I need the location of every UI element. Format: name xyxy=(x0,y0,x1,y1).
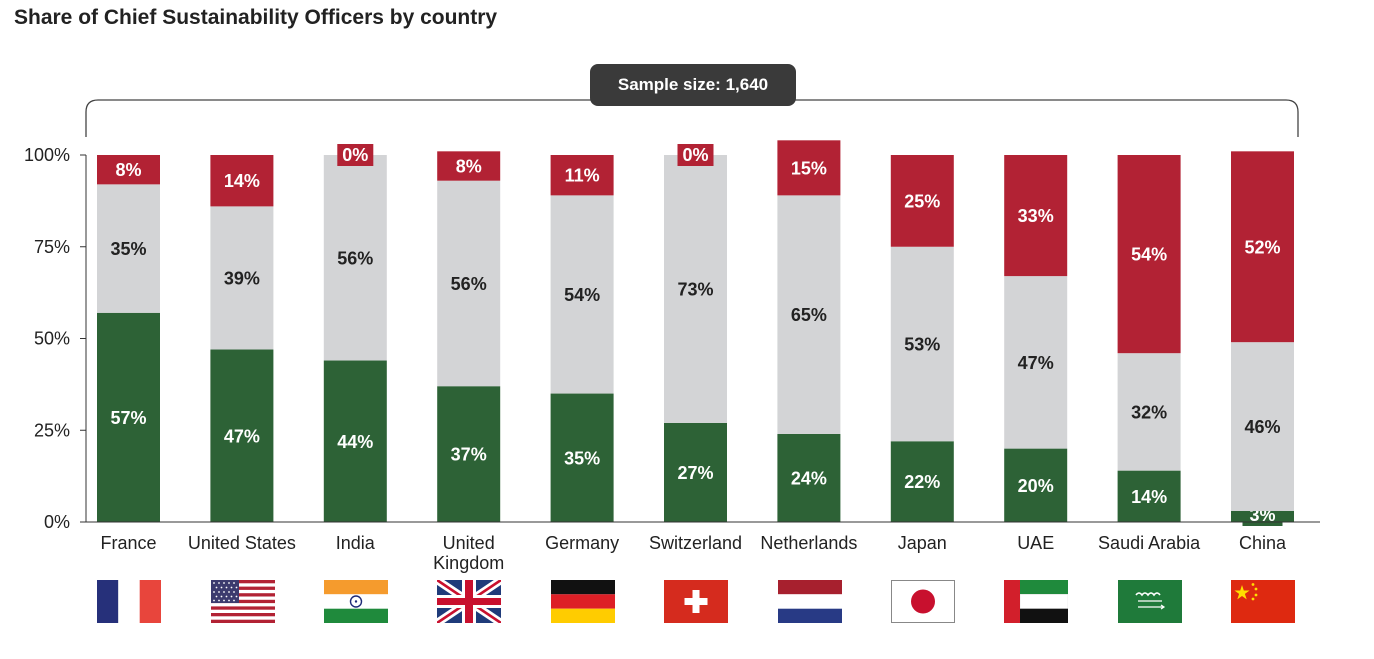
united-kingdom-gray-label: 56% xyxy=(451,274,487,294)
category-label-uae: UAE xyxy=(1017,533,1054,553)
y-tick-label: 75% xyxy=(34,237,70,257)
category-label-france: France xyxy=(100,533,156,553)
united-kingdom-green-segment xyxy=(437,386,501,522)
india-flag-icon xyxy=(324,580,388,623)
france-red-segment xyxy=(97,155,160,185)
germany-green-segment xyxy=(550,393,614,522)
netherlands-red-segment xyxy=(777,140,841,196)
category-label-netherlands: Netherlands xyxy=(760,533,857,553)
japan-flag-icon xyxy=(891,580,955,623)
india-green-segment xyxy=(323,360,387,522)
japan-red-segment xyxy=(890,155,954,247)
category-label-india: India xyxy=(336,533,376,553)
category-label-united-states: United States xyxy=(188,533,296,553)
uae-red-segment xyxy=(1004,155,1068,277)
switzerland-gray-segment xyxy=(664,155,727,423)
uae-green-label: 20% xyxy=(1018,476,1054,496)
saudi-arabia-green-label: 14% xyxy=(1131,487,1167,507)
switzerland-red-label: 0% xyxy=(682,145,708,165)
saudi-arabia-red-segment xyxy=(1117,155,1181,354)
united-states-green-label: 47% xyxy=(224,426,260,446)
china-red-segment xyxy=(1231,151,1294,343)
uae-gray-label: 47% xyxy=(1018,353,1054,373)
japan-gray-segment xyxy=(890,246,954,442)
france-flag-icon xyxy=(97,580,161,623)
saudi-arabia-gray-label: 32% xyxy=(1131,402,1167,422)
category-label-germany: Germany xyxy=(545,533,619,553)
china-red-label: 52% xyxy=(1244,237,1280,257)
united-states-red-segment xyxy=(210,155,274,207)
united-kingdom-red-segment xyxy=(437,151,501,181)
united-states-green-segment xyxy=(210,349,274,522)
category-label-united-kingdom: Kingdom xyxy=(433,553,504,573)
india-green-label: 44% xyxy=(337,432,373,452)
chart-title: Share of Chief Sustainability Officers b… xyxy=(14,6,498,29)
germany-red-segment xyxy=(550,155,614,196)
india-red-label: 0% xyxy=(342,145,368,165)
saudi-arabia-green-segment xyxy=(1117,470,1181,522)
france-green-label: 57% xyxy=(110,408,146,428)
category-label-switzerland: Switzerland xyxy=(649,533,742,553)
germany-gray-segment xyxy=(550,195,614,394)
switzerland-green-label: 27% xyxy=(677,463,713,483)
switzerland-red-label-box xyxy=(677,144,714,166)
uae-flag-icon xyxy=(1004,580,1068,623)
china-gray-label: 46% xyxy=(1244,417,1280,437)
france-gray-label: 35% xyxy=(110,239,146,259)
netherlands-red-label: 15% xyxy=(791,158,827,178)
india-gray-label: 56% xyxy=(337,248,373,268)
france-red-label: 8% xyxy=(115,160,141,180)
uae-gray-segment xyxy=(1004,276,1068,449)
y-tick-label: 100% xyxy=(24,145,70,165)
united-kingdom-green-label: 37% xyxy=(451,445,487,465)
switzerland-gray-label: 73% xyxy=(677,279,713,299)
saudi-arabia-red-label: 54% xyxy=(1131,245,1167,265)
category-label-united-kingdom: United xyxy=(443,533,495,553)
category-label-japan: Japan xyxy=(898,533,947,553)
uae-red-label: 33% xyxy=(1018,206,1054,226)
category-label-saudi-arabia: Saudi Arabia xyxy=(1098,533,1201,553)
germany-flag-icon xyxy=(551,580,615,623)
united-states-gray-label: 39% xyxy=(224,268,260,288)
united-states-red-label: 14% xyxy=(224,171,260,191)
india-gray-segment xyxy=(323,155,387,361)
china-flag-icon xyxy=(1231,580,1295,623)
y-tick-label: 25% xyxy=(34,420,70,440)
sample-size-badge: Sample size: 1,640 xyxy=(590,64,796,106)
bars-group: 57% 35% 8% 47% 39% 14% 44% 56% 0% 37% 56% 8% 35% 54% 1… xyxy=(97,140,1294,526)
germany-green-label: 35% xyxy=(564,448,600,468)
netherlands-green-segment xyxy=(777,433,841,522)
netherlands-flag-icon xyxy=(778,580,842,623)
united-kingdom-flag-icon xyxy=(437,580,501,623)
netherlands-gray-label: 65% xyxy=(791,305,827,325)
uae-green-segment xyxy=(1004,448,1068,522)
japan-red-label: 25% xyxy=(904,191,940,211)
india-red-label-box xyxy=(337,144,374,166)
saudi-arabia-gray-segment xyxy=(1117,353,1181,471)
category-label-china: China xyxy=(1239,533,1287,553)
united-kingdom-red-label: 8% xyxy=(456,157,482,177)
y-tick-label: 50% xyxy=(34,329,70,349)
netherlands-gray-segment xyxy=(777,195,841,434)
y-tick-label: 0% xyxy=(44,512,70,532)
united-kingdom-gray-segment xyxy=(437,180,501,387)
china-gray-segment xyxy=(1231,342,1294,511)
japan-green-label: 22% xyxy=(904,472,940,492)
switzerland-green-segment xyxy=(664,422,727,522)
germany-red-label: 11% xyxy=(565,166,600,186)
france-green-segment xyxy=(97,312,160,522)
japan-green-segment xyxy=(890,441,954,522)
united-states-gray-segment xyxy=(210,206,274,350)
saudi-arabia-flag-icon xyxy=(1118,580,1182,623)
france-gray-segment xyxy=(97,184,160,313)
switzerland-flag-icon xyxy=(664,580,728,623)
united-states-flag-icon xyxy=(211,580,275,623)
japan-gray-label: 53% xyxy=(904,335,940,355)
germany-gray-label: 54% xyxy=(564,285,600,305)
netherlands-green-label: 24% xyxy=(791,468,827,488)
